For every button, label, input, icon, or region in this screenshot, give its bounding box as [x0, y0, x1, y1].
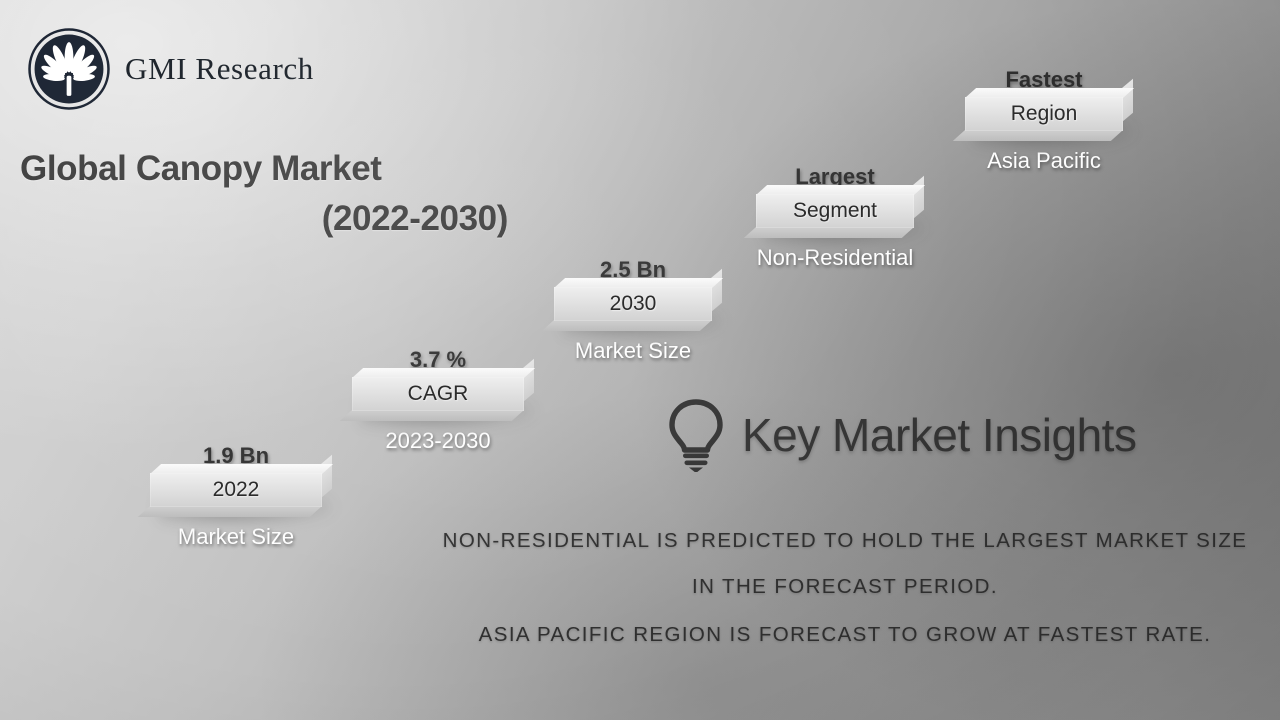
lightbulb-icon [669, 399, 723, 472]
title-line-1: Global Canopy Market [20, 149, 382, 188]
stat-step-2-caption: 2023-2030 [385, 428, 491, 453]
stat-step-2-slab: CAGR [339, 358, 536, 431]
slab-bottom-face [137, 506, 322, 517]
brand-logo-lockup: GMI Research [27, 27, 314, 111]
key-insights-title: Key Market Insights [742, 409, 1137, 461]
insight-item-1: NON-RESIDENTIAL IS PREDICTED TO HOLD THE… [442, 529, 1248, 598]
stat-step-1-label: 2022 [150, 473, 322, 507]
slab-bottom-face [743, 227, 914, 238]
stat-step-3-label: 2030 [554, 287, 712, 321]
stat-step-5-caption: Asia Pacific [987, 148, 1101, 173]
stat-step-3: 2.5 Bn 2030 Market Size [541, 257, 724, 364]
stat-step-3-slab: 2030 [541, 268, 724, 341]
stat-step-4-value: Largest [795, 164, 875, 189]
stat-step-3-caption: Market Size [574, 338, 692, 363]
stat-step-2: 3.7 % CAGR 2023-2030 [339, 347, 536, 454]
stat-step-1-slab: 2022 [137, 454, 334, 527]
stat-step-5-value: Fastest [1005, 67, 1083, 92]
stat-step-2-value: 3.7 % [409, 347, 467, 372]
stat-step-4-label: Segment [756, 194, 914, 228]
slab-bottom-face [541, 320, 712, 331]
slab-bottom-face [952, 130, 1123, 141]
stat-step-5: Fastest Region Asia Pacific [952, 67, 1135, 174]
stat-step-3-value: 2.5 Bn [599, 257, 667, 282]
page-title: Global Canopy Market (2022-2030) [20, 144, 540, 244]
insight-item-2: ASIA PACIFIC REGION IS FORECAST TO GROW … [478, 623, 1212, 646]
stat-step-4-slab: Segment [743, 175, 926, 248]
brand-name: GMI Research [125, 51, 314, 86]
stat-step-1-caption: Market Size [177, 524, 295, 549]
stat-step-4-caption: Non-Residential [756, 245, 914, 270]
stat-step-1: 1.9 Bn 2022 Market Size [137, 443, 334, 550]
stat-step-1-value: 1.9 Bn [202, 443, 270, 468]
gmi-fan-logo-icon [28, 28, 110, 110]
stat-step-5-slab: Region [952, 78, 1135, 151]
slab-bottom-face [339, 410, 524, 421]
title-line-2: (2022-2030) [321, 199, 509, 238]
stat-step-5-label: Region [965, 97, 1123, 131]
stat-step-2-label: CAGR [352, 377, 524, 411]
key-insights-header: Key Market Insights [666, 398, 1137, 472]
stat-step-4: Largest Segment Non-Residential [743, 164, 926, 271]
key-insights-list: NON-RESIDENTIAL IS PREDICTED TO HOLD THE… [440, 518, 1250, 658]
